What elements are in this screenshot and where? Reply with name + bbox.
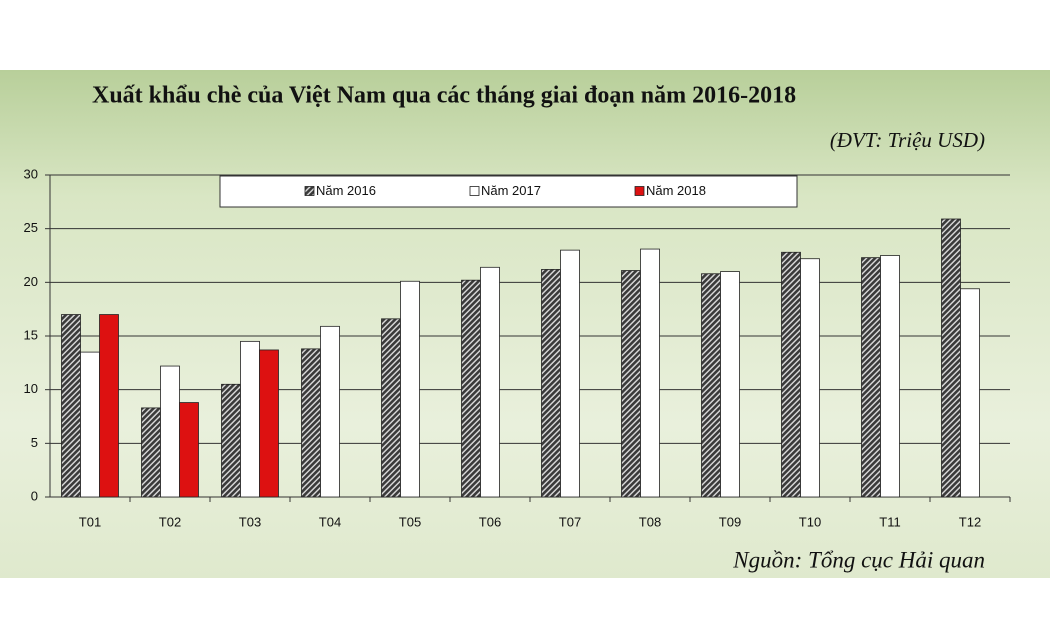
legend-swatch [469, 186, 480, 196]
bar [800, 258, 820, 498]
chart-title: Xuất khẩu chè của Việt Nam qua các tháng… [92, 83, 796, 109]
y-tick-label: 20 [24, 274, 38, 289]
bar [221, 383, 241, 498]
x-tick-label: T06 [479, 514, 501, 529]
x-tick-label: T01 [79, 514, 101, 529]
x-tick-label: T07 [559, 514, 581, 529]
bar [960, 288, 980, 498]
legend-swatch [634, 186, 645, 196]
y-tick-label: 30 [24, 166, 38, 181]
bar [541, 269, 561, 498]
bar [301, 348, 321, 498]
bar [240, 340, 260, 498]
bar [861, 257, 881, 498]
bar [621, 270, 641, 498]
legend-box [219, 175, 798, 208]
bar [701, 273, 721, 498]
bar [640, 248, 660, 498]
x-tick-label: T04 [319, 514, 341, 529]
bar [880, 255, 900, 498]
bar [320, 325, 340, 498]
y-tick-label: 25 [24, 220, 38, 235]
legend-label: Năm 2016 [316, 183, 376, 198]
legend-label: Năm 2017 [481, 183, 541, 198]
x-tick-label: T03 [239, 514, 261, 529]
bar [720, 271, 740, 498]
bar [941, 218, 961, 498]
x-tick-label: T12 [959, 514, 981, 529]
legend-label: Năm 2018 [646, 183, 706, 198]
y-tick-label: 5 [31, 435, 38, 450]
y-tick-label: 10 [24, 381, 38, 396]
bar [80, 351, 100, 498]
bar [99, 314, 119, 498]
bar [400, 280, 420, 498]
bar [560, 249, 580, 498]
bar [480, 266, 500, 498]
y-tick-label: 15 [24, 327, 38, 342]
bar [61, 314, 81, 498]
y-tick-label: 0 [31, 488, 38, 503]
bar [781, 251, 801, 498]
x-tick-label: T09 [719, 514, 741, 529]
subtitle: (ĐVT: Triệu USD) [830, 128, 985, 152]
x-tick-label: T11 [879, 514, 900, 529]
bar [461, 279, 481, 498]
x-tick-label: T05 [399, 514, 421, 529]
bar [141, 407, 161, 498]
bar [259, 349, 279, 498]
source: Nguồn: Tổng cục Hải quan [732, 547, 985, 572]
bar [179, 402, 199, 498]
x-tick-label: T02 [159, 514, 181, 529]
x-tick-label: T10 [799, 514, 821, 529]
legend-swatch [304, 186, 315, 196]
bar [160, 365, 180, 498]
x-tick-label: T08 [639, 514, 661, 529]
bar [381, 318, 401, 498]
